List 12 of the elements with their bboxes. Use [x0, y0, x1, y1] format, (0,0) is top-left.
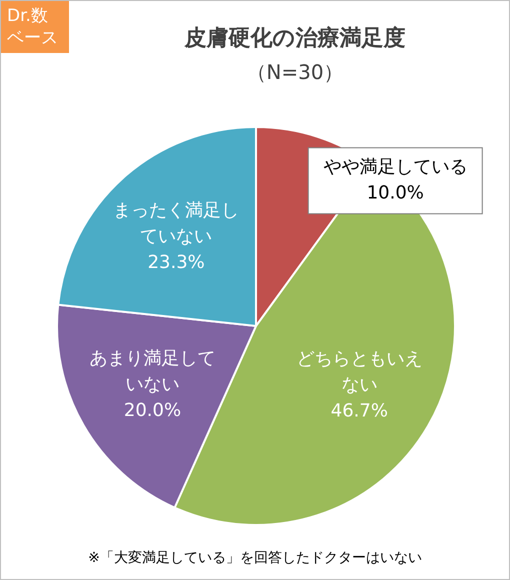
slice-label: やや満足している: [323, 156, 468, 178]
slice-label: まったく満足していない: [113, 200, 240, 247]
slice-label: どちらともいえない: [296, 348, 422, 396]
data-label: 20.0%: [124, 400, 182, 422]
data-label: 23.3%: [148, 252, 205, 273]
text: Dr.数ベース: [1, 1, 69, 53]
text: ※「大変満足している」を回答したドクターはいない: [87, 549, 423, 567]
data-label: 10.0%: [366, 182, 424, 204]
chart-title: 皮膚硬化の治療満足度: [183, 24, 406, 53]
chart-subtitle: （N=30）: [245, 59, 345, 86]
slice-label: あまり満足していない: [89, 348, 216, 396]
data-label: 46.7%: [330, 400, 388, 422]
